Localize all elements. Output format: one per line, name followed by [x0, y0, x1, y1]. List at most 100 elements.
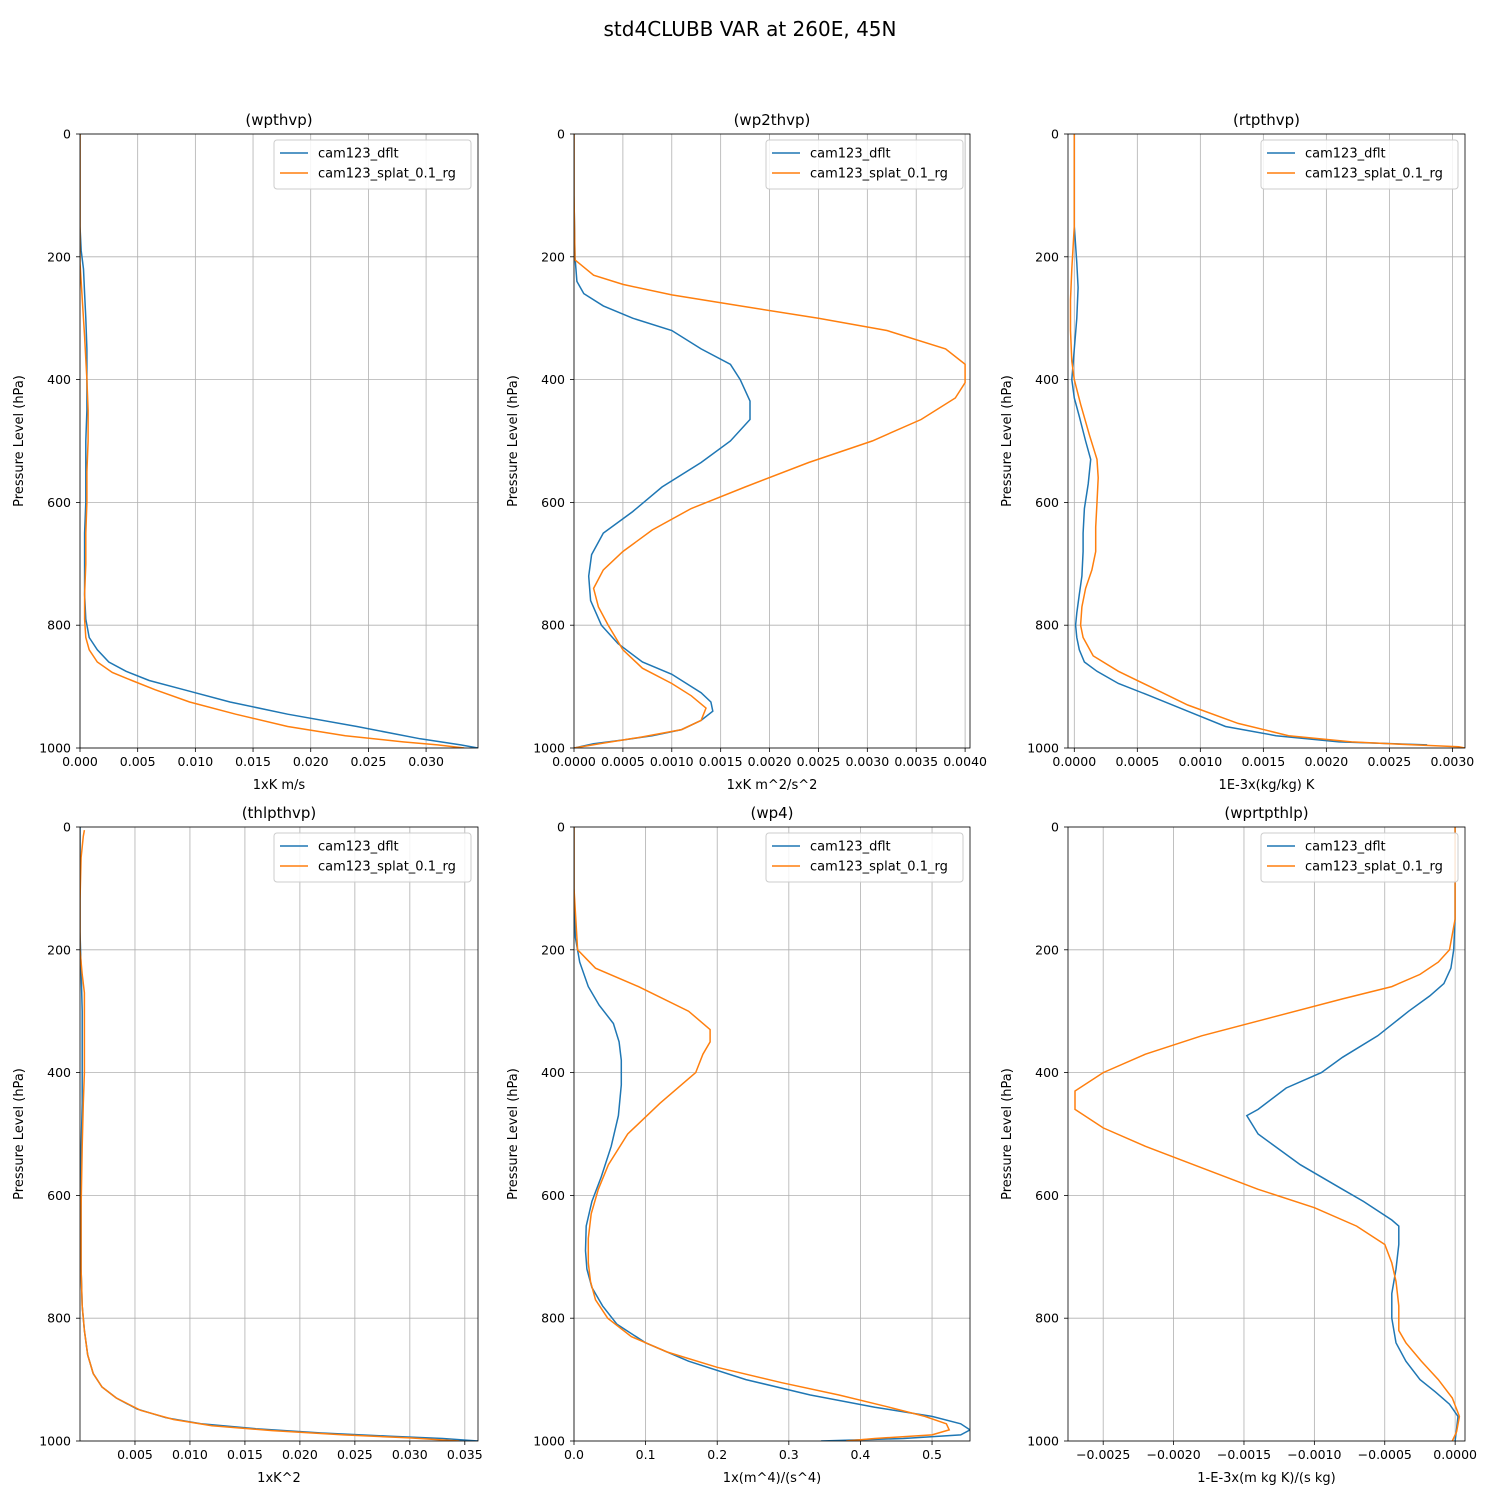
x-tick-label: −0.0005 [1358, 1447, 1412, 1462]
series-line-cam123_dflt [574, 134, 751, 748]
x-tick-label: −0.0010 [1287, 1447, 1341, 1462]
panel-3: 0.0000 0.0005 0.0010 0.0015 0.0020 0.0025 0.00… [1000, 111, 1474, 793]
axes-frame [1067, 826, 1466, 1442]
y-tick-label: 800 [1035, 1311, 1059, 1326]
x-tick-label: 0.0015 [699, 754, 743, 769]
y-axis-label: Pressure Level (hPa) [506, 375, 521, 507]
legend-label: cam123_dflt [1305, 147, 1386, 162]
x-tick-label: 0.0015 [1241, 754, 1285, 769]
panel-title: (wprtpthlp) [1224, 804, 1308, 822]
legend-label: cam123_dflt [1305, 840, 1386, 855]
legend: cam123_dflt cam123_splat_0.1_rg [273, 832, 472, 883]
y-tick-label: 800 [1035, 618, 1059, 633]
panel-title: (wp2thvp) [734, 111, 811, 129]
x-tick-label: 0.015 [227, 1447, 263, 1462]
x-tick-label: 0.0020 [748, 754, 792, 769]
legend-label: cam123_dflt [318, 840, 399, 855]
series-line-cam123_splat_0.1_rg [1069, 134, 1465, 748]
y-tick-label: 400 [541, 1065, 565, 1080]
x-tick-label: 0.0025 [797, 754, 841, 769]
y-tick-label: 800 [541, 618, 565, 633]
legend-label: cam123_splat_0.1_rg [318, 860, 456, 875]
legend-label: cam123_dflt [810, 147, 891, 162]
x-tick-label: −0.0020 [1146, 1447, 1200, 1462]
x-tick-label: 0.0020 [1304, 754, 1348, 769]
y-tick-label: 200 [1035, 942, 1059, 957]
y-tick-label: 600 [541, 1188, 565, 1203]
x-tick-label: −0.0025 [1076, 1447, 1130, 1462]
axes-frame [79, 133, 479, 749]
y-tick-label: 1000 [533, 1434, 565, 1449]
y-tick-label: 800 [47, 618, 71, 633]
y-tick-label: 1000 [1027, 1434, 1059, 1449]
y-tick-label: 400 [1035, 1065, 1059, 1080]
x-tick-label: 0.0025 [1368, 754, 1412, 769]
x-tick-label: 0.030 [408, 754, 444, 769]
series-line-cam123_dflt [574, 827, 970, 1441]
x-tick-label: 0.010 [177, 754, 213, 769]
y-tick-label: 600 [1035, 495, 1059, 510]
y-tick-label: 0 [63, 127, 71, 142]
axes-frame [573, 133, 971, 749]
axes-frame [1067, 133, 1466, 749]
panel-title: (thlpthvp) [242, 804, 317, 822]
series-line-cam123_splat_0.1_rg [1074, 827, 1461, 1441]
panel-title: (rtpthvp) [1233, 111, 1300, 129]
legend-box [273, 139, 472, 190]
x-tick-label: 0.3 [779, 1447, 799, 1462]
x-axis-label: 1xK m/s [253, 778, 306, 793]
series-line-cam123_splat_0.1_rg [574, 134, 966, 748]
y-tick-label: 400 [1035, 372, 1059, 387]
y-tick-label: 800 [541, 1311, 565, 1326]
panel-4: 0.005 0.010 0.015 0.020 0.025 0.030 0.035 0 200 4… [12, 804, 483, 1486]
y-tick-label: 200 [47, 942, 71, 957]
x-tick-label: −0.0015 [1217, 1447, 1271, 1462]
x-tick-label: 0.2 [707, 1447, 727, 1462]
x-axis-label: 1xK m^2/s^2 [727, 778, 818, 793]
x-tick-label: 0.0 [564, 1447, 584, 1462]
y-axis-label: Pressure Level (hPa) [1000, 1068, 1015, 1200]
legend: cam123_dflt cam123_splat_0.1_rg [1260, 832, 1459, 883]
y-tick-label: 400 [541, 372, 565, 387]
x-tick-label: 0.035 [447, 1447, 483, 1462]
y-tick-label: 0 [557, 127, 565, 142]
legend-label: cam123_dflt [318, 147, 399, 162]
x-tick-label: 0.025 [337, 1447, 373, 1462]
x-tick-label: 0.1 [636, 1447, 656, 1462]
x-tick-label: 0.020 [293, 754, 329, 769]
x-axis-label: 1x(m^4)/(s^4) [723, 1471, 821, 1486]
x-tick-label: 0.4 [850, 1447, 870, 1462]
y-tick-label: 1000 [39, 741, 71, 756]
legend-label: cam123_splat_0.1_rg [318, 167, 456, 182]
y-tick-label: 800 [47, 1311, 71, 1326]
x-tick-label: 0.0010 [650, 754, 694, 769]
axes-frame [79, 826, 479, 1442]
panel-title: (wp4) [750, 804, 793, 822]
y-axis-label: Pressure Level (hPa) [12, 1068, 27, 1200]
legend-label: cam123_splat_0.1_rg [1305, 167, 1443, 182]
x-tick-label: 0.030 [392, 1447, 428, 1462]
x-tick-label: 0.0010 [1178, 754, 1222, 769]
series-line-cam123_dflt [1071, 134, 1428, 746]
legend: cam123_dflt cam123_splat_0.1_rg [765, 139, 964, 190]
x-tick-label: 0.5 [922, 1447, 942, 1462]
legend: cam123_dflt cam123_splat_0.1_rg [765, 832, 964, 883]
y-tick-label: 200 [47, 249, 71, 264]
x-tick-label: 0.005 [117, 1447, 153, 1462]
series-line-cam123_splat_0.1_rg [80, 134, 465, 748]
legend-label: cam123_splat_0.1_rg [1305, 860, 1443, 875]
y-tick-label: 0 [63, 820, 71, 835]
y-tick-label: 600 [541, 495, 565, 510]
y-tick-label: 1000 [39, 1434, 71, 1449]
y-tick-label: 0 [1051, 127, 1059, 142]
panel-2: 0.0000 0.0005 0.0010 0.0015 0.0020 0.0025 0.00… [506, 111, 987, 793]
legend-box [273, 832, 472, 883]
x-tick-label: 0.000 [62, 754, 98, 769]
x-tick-label: 0.0035 [894, 754, 938, 769]
series-line-cam123_dflt [1245, 827, 1459, 1441]
legend: cam123_dflt cam123_splat_0.1_rg [273, 139, 472, 190]
y-tick-label: 0 [1051, 820, 1059, 835]
legend-box [1260, 832, 1459, 883]
x-tick-label: 0.0000 [1433, 1447, 1477, 1462]
